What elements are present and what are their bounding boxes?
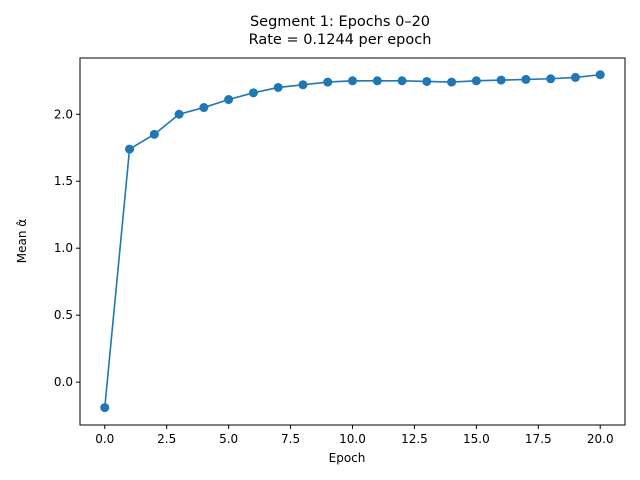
data-point	[125, 144, 135, 154]
x-tick-label: 12.5	[401, 432, 428, 446]
data-point	[595, 70, 605, 80]
series-layer	[100, 70, 605, 413]
chart-title-line2: Rate = 0.1244 per epoch	[249, 32, 432, 48]
y-tick-label: 0.0	[54, 375, 73, 389]
data-point	[323, 77, 333, 87]
y-tick-label: 2.0	[54, 107, 73, 121]
y-axis-label: Mean α̂	[15, 219, 29, 264]
data-point	[546, 74, 556, 84]
x-tick-label: 5.0	[219, 432, 238, 446]
y-tick-label: 1.5	[54, 174, 73, 188]
data-point	[570, 72, 580, 82]
data-point	[496, 75, 506, 85]
plot-frame	[79, 57, 626, 426]
data-point	[273, 82, 283, 92]
data-point	[298, 80, 308, 90]
data-point	[471, 76, 481, 86]
data-point	[248, 88, 258, 98]
y-tick-label: 1.0	[54, 241, 73, 255]
chart-title-line1: Segment 1: Epochs 0–20	[250, 14, 430, 30]
x-tick-label: 17.5	[525, 432, 552, 446]
data-point	[422, 76, 432, 86]
data-point	[199, 103, 209, 113]
series-line	[103, 73, 601, 408]
data-point	[397, 76, 407, 86]
x-axis-label: Epoch	[329, 451, 366, 465]
x-axis: 0.0 2.5 5.0 7.5 10.0 12.5 15.0 17.5 20.0	[95, 425, 614, 446]
data-point	[447, 77, 457, 87]
x-tick-label: 7.5	[281, 432, 300, 446]
x-tick-label: 10.0	[339, 432, 366, 446]
data-point	[174, 109, 184, 119]
data-point	[372, 76, 382, 86]
y-tick-label: 0.5	[54, 308, 73, 322]
data-point	[100, 403, 110, 413]
data-point	[149, 129, 159, 139]
y-axis: 0.0 0.5 1.0 1.5 2.0	[54, 107, 80, 389]
data-point	[348, 76, 357, 86]
x-tick-label: 15.0	[463, 432, 490, 446]
x-tick-label: 2.5	[157, 432, 176, 446]
data-point	[224, 95, 234, 105]
plot-area	[79, 57, 626, 426]
x-tick-label: 0.0	[95, 432, 114, 446]
data-point	[521, 74, 531, 84]
x-tick-label: 20.0	[587, 432, 614, 446]
